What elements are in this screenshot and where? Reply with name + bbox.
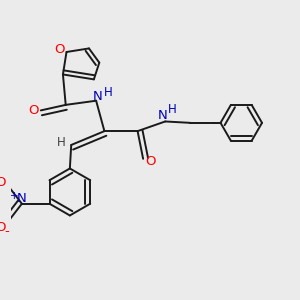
Text: O: O <box>28 104 38 117</box>
Text: -: - <box>4 225 9 238</box>
Text: N: N <box>17 192 27 205</box>
Text: O: O <box>0 176 5 190</box>
Text: N: N <box>93 90 103 103</box>
Text: O: O <box>0 221 5 234</box>
Text: O: O <box>54 43 65 56</box>
Text: N: N <box>158 109 167 122</box>
Text: H: H <box>104 86 113 100</box>
Text: H: H <box>57 136 66 149</box>
Text: +: + <box>10 191 18 201</box>
Text: O: O <box>145 155 155 168</box>
Text: H: H <box>168 103 176 116</box>
